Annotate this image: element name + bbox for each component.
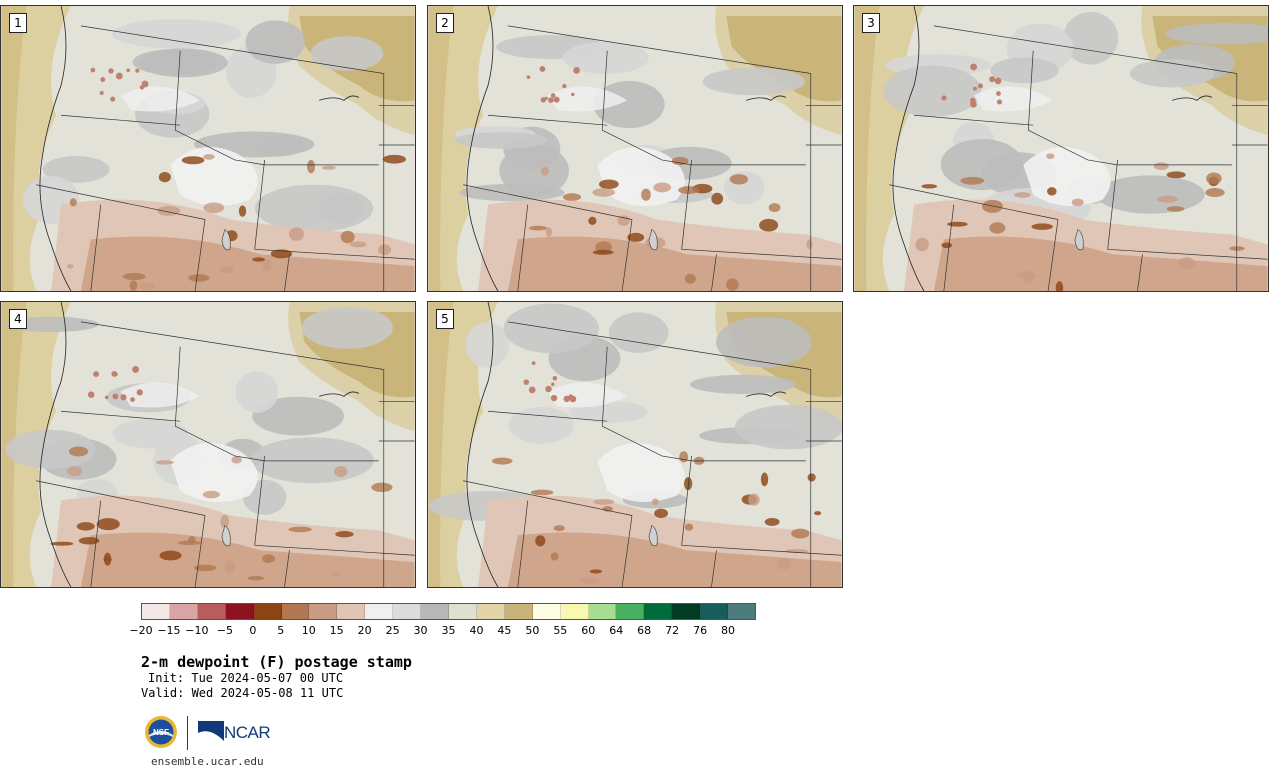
colorbar-swatch <box>142 604 170 619</box>
colorbar-swatch <box>588 604 617 619</box>
colorbar-swatch <box>253 604 282 619</box>
dewpoint-map-1 <box>1 6 415 291</box>
chart-title: 2-m dewpoint (F) postage stamp <box>141 653 412 671</box>
ncar-logo-icon <box>198 721 224 741</box>
colorbar-swatch <box>169 604 198 619</box>
colorbar-tick-label: 25 <box>385 624 400 637</box>
dewpoint-colorbar <box>141 603 756 621</box>
panel-number-4: 4 <box>9 309 27 329</box>
colorbar-tick-label: 64 <box>609 624 624 637</box>
colorbar-swatch <box>728 604 755 619</box>
colorbar-swatch <box>337 604 366 619</box>
colorbar-tick-label: 72 <box>665 624 680 637</box>
logo-divider <box>187 716 188 750</box>
map-panel-1: 1 <box>0 5 416 292</box>
colorbar-tick-label: 68 <box>637 624 652 637</box>
panel-number-2: 2 <box>436 13 454 33</box>
colorbar-swatch <box>281 604 310 619</box>
colorbar-swatch <box>560 604 589 619</box>
colorbar-tick-labels: −20 −15 −10 −5 0 5 10 15 20 25 30 35 40 45 50 55 60 64 68 7… <box>129 624 756 638</box>
colorbar-tick-label: 45 <box>497 624 512 637</box>
sponsor-logos: NSF NCAR <box>144 713 284 753</box>
colorbar-tick-label: 20 <box>357 624 372 637</box>
dewpoint-map-2 <box>428 6 842 291</box>
colorbar-tick-label: 10 <box>301 624 316 637</box>
dewpoint-map-5 <box>428 302 842 587</box>
colorbar-tick-label: −20 <box>129 624 153 637</box>
nsf-logo-icon: NSF <box>145 716 177 748</box>
svg-text:NSF: NSF <box>153 728 169 737</box>
dewpoint-map-3 <box>854 6 1268 291</box>
colorbar-tick-label: 40 <box>469 624 484 637</box>
colorbar-swatch <box>644 604 673 619</box>
colorbar-swatch <box>532 604 561 619</box>
colorbar-tick-label: 30 <box>413 624 428 637</box>
colorbar-swatches <box>141 603 756 620</box>
colorbar-tick-label: 5 <box>277 624 285 637</box>
colorbar-tick-label: 15 <box>329 624 344 637</box>
colorbar-swatch <box>225 604 254 619</box>
panel-number-1: 1 <box>9 13 27 33</box>
colorbar-swatch <box>476 604 505 619</box>
colorbar-swatch <box>448 604 477 619</box>
map-panel-3: 3 <box>853 5 1269 292</box>
panel-number-3: 3 <box>862 13 880 33</box>
colorbar-swatch <box>700 604 729 619</box>
site-url: ensemble.ucar.edu <box>151 755 264 768</box>
colorbar-tick-label: 76 <box>693 624 708 637</box>
colorbar-tick-label: 60 <box>581 624 596 637</box>
panel-number-5: 5 <box>436 309 454 329</box>
colorbar-tick-label: 55 <box>553 624 568 637</box>
colorbar-swatch <box>504 604 533 619</box>
map-panel-5: 5 <box>427 301 843 588</box>
colorbar-tick-label: −10 <box>185 624 209 637</box>
colorbar-tick-label: −15 <box>157 624 181 637</box>
colorbar-swatch <box>393 604 422 619</box>
map-panel-2: 2 <box>427 5 843 292</box>
colorbar-tick-label: −5 <box>216 624 233 637</box>
colorbar-tick-label: 0 <box>249 624 257 637</box>
dewpoint-map-4 <box>1 302 415 587</box>
map-panel-4: 4 <box>0 301 416 588</box>
colorbar-swatch <box>365 604 394 619</box>
init-time: Init: Tue 2024-05-07 00 UTC <box>148 671 344 685</box>
colorbar-swatch <box>672 604 701 619</box>
ncar-logo-text: NCAR <box>224 723 271 742</box>
colorbar-tick-label: 50 <box>525 624 540 637</box>
colorbar-swatch <box>421 604 449 619</box>
valid-time: Valid: Wed 2024-05-08 11 UTC <box>141 686 344 700</box>
colorbar-swatch <box>197 604 226 619</box>
colorbar-swatch <box>309 604 338 619</box>
colorbar-tick-label: 35 <box>441 624 456 637</box>
colorbar-tick-label: 80 <box>721 624 736 637</box>
colorbar-swatch <box>616 604 645 619</box>
